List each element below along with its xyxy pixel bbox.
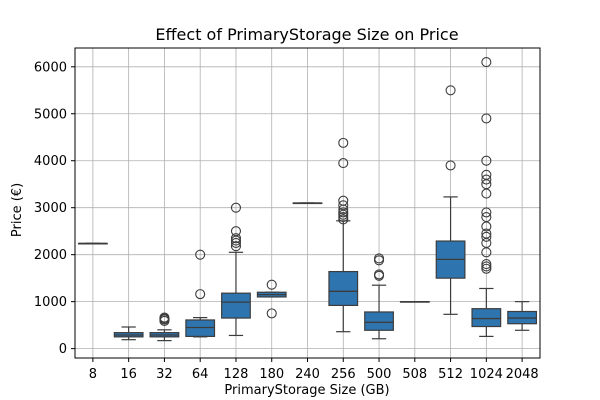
outlier-point <box>338 214 349 225</box>
iqr-box <box>471 308 502 328</box>
outlier-point <box>338 137 349 148</box>
box-180 <box>256 279 287 319</box>
y-tick-label: 5000 <box>34 107 67 122</box>
box-2048 <box>507 301 538 331</box>
outlier-point <box>159 312 170 323</box>
chart-title: Effect of PrimaryStorage Size on Price <box>155 25 458 44</box>
outlier-point <box>230 237 242 248</box>
x-tick-label: 8 <box>89 367 97 382</box>
iqr-box <box>185 319 216 337</box>
outlier-point <box>266 279 277 290</box>
outlier-point <box>481 155 492 166</box>
axes: 0 1000 2000 3000 4000 5000 6000 8 16 32 64 128 180 24… <box>34 47 541 382</box>
x-tick-label: 512 <box>438 367 463 382</box>
outlier-point <box>230 241 242 252</box>
y-tick-label: 3000 <box>34 201 67 216</box>
outlier-point <box>230 233 242 244</box>
y-tick-label: 0 <box>59 342 67 357</box>
outlier-point <box>481 169 492 180</box>
outlier-point <box>338 207 349 218</box>
box-508 <box>399 300 430 303</box>
box-500 <box>364 253 394 340</box>
box-1024 <box>471 57 502 337</box>
outlier-point <box>481 212 492 223</box>
outlier-point <box>338 212 349 223</box>
box-256 <box>328 137 359 333</box>
box-series <box>77 57 538 342</box>
iqr-box <box>221 292 251 319</box>
outlier-point <box>195 249 206 260</box>
x-tick-label: 240 <box>295 367 320 382</box>
x-tick-label: 180 <box>259 367 284 382</box>
outlier-point <box>481 261 492 272</box>
box-240 <box>292 202 323 205</box>
x-tick-label: 2048 <box>506 367 539 382</box>
outlier-point <box>445 160 456 171</box>
iqr-box <box>328 270 359 306</box>
x-tick-label: 500 <box>367 367 392 382</box>
outlier-point <box>338 200 349 211</box>
outlier-point <box>481 57 492 68</box>
outlier-point <box>230 202 242 213</box>
box-64 <box>185 249 216 338</box>
outlier-point <box>338 195 349 206</box>
outlier-point <box>230 226 242 237</box>
outlier-point <box>481 259 492 270</box>
outlier-point <box>373 253 385 264</box>
outlier-point <box>195 289 206 300</box>
y-tick-label: 1000 <box>34 295 67 310</box>
x-tick-label: 1024 <box>470 367 503 382</box>
outlier-point <box>481 113 492 124</box>
x-tick-label: 128 <box>224 367 249 382</box>
y-tick-label: 2000 <box>34 248 67 263</box>
outlier-point <box>481 228 492 239</box>
x-tick-label: 32 <box>156 367 173 382</box>
y-tick-label: 4000 <box>34 154 67 169</box>
outlier-point <box>373 269 385 280</box>
outlier-point <box>481 207 492 218</box>
outlier-point <box>481 231 492 242</box>
x-tick-label: 16 <box>120 367 137 382</box>
y-axis-title: Price (€) <box>10 183 25 237</box>
x-axis-title: PrimaryStorage Size (GB) <box>224 383 389 398</box>
x-tick-label: 256 <box>331 367 356 382</box>
outlier-point <box>481 263 492 274</box>
outlier-point <box>481 174 492 185</box>
box-8 <box>77 242 108 245</box>
box-128 <box>221 202 251 337</box>
box-32 <box>149 312 180 342</box>
outlier-point <box>445 85 456 96</box>
y-tick-label: 6000 <box>34 60 67 75</box>
x-tick-label: 64 <box>192 367 209 382</box>
box-512 <box>435 85 466 315</box>
iqr-box <box>364 311 394 331</box>
outlier-point <box>266 308 277 319</box>
box-16 <box>113 326 144 341</box>
outlier-point <box>338 158 349 169</box>
x-tick-label: 508 <box>402 367 427 382</box>
